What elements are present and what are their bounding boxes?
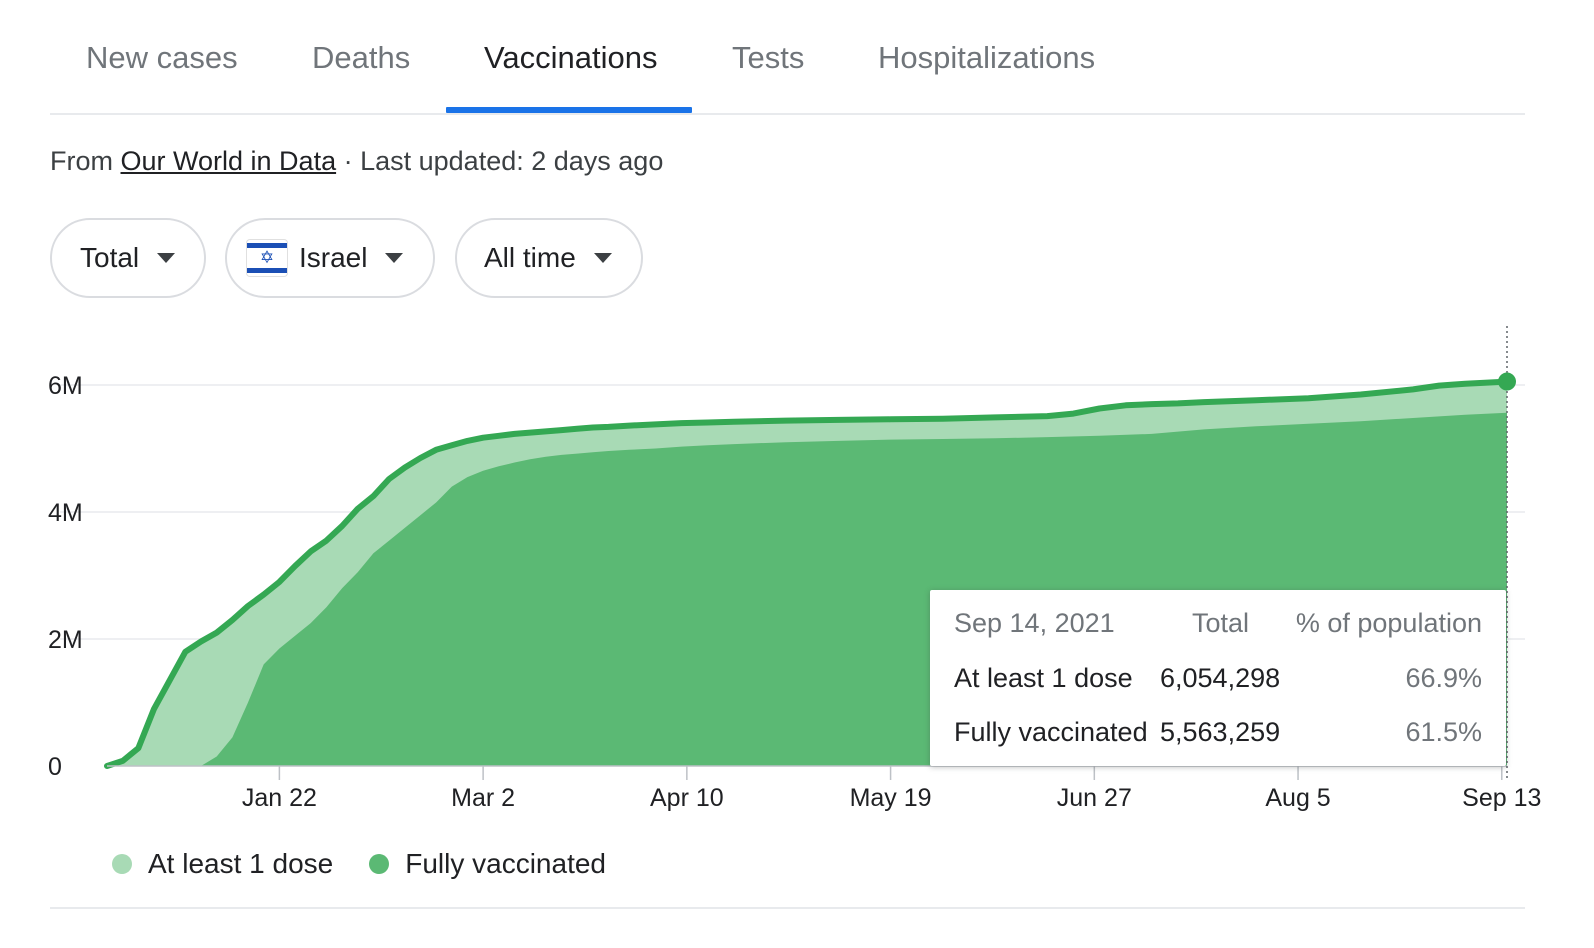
source-line: From Our World in Data · Last updated: 2… bbox=[50, 146, 663, 177]
source-prefix: From bbox=[50, 146, 113, 176]
last-updated: · Last updated: 2 days ago bbox=[343, 146, 664, 176]
bottom-divider bbox=[50, 907, 1525, 909]
x-tick-label: May 19 bbox=[850, 784, 932, 812]
chart-legend: At least 1 dose Fully vaccinated bbox=[112, 848, 642, 880]
y-tick-label: 0 bbox=[48, 753, 62, 781]
country-dropdown[interactable]: ✡ Israel bbox=[225, 218, 435, 298]
country-dropdown-label: Israel bbox=[299, 242, 368, 273]
tooltip-row-pct: 61.5% bbox=[1405, 717, 1482, 747]
y-tick-label: 6M bbox=[48, 372, 83, 400]
legend-label: Fully vaccinated bbox=[405, 848, 606, 879]
x-tick-label: Aug 5 bbox=[1265, 784, 1330, 812]
hover-point bbox=[1498, 372, 1516, 391]
tab-new-cases[interactable]: New cases bbox=[86, 40, 238, 75]
x-tick-label: Sep 13 bbox=[1462, 784, 1541, 812]
y-tick-label: 4M bbox=[48, 499, 83, 527]
legend-label: At least 1 dose bbox=[148, 848, 334, 879]
y-tick-label: 2M bbox=[48, 626, 83, 654]
x-tick-label: Apr 10 bbox=[650, 784, 724, 812]
tooltip-row-label: Fully vaccinated bbox=[954, 717, 1148, 747]
time-range-dropdown-label: All time bbox=[484, 242, 576, 273]
legend-swatch bbox=[369, 854, 390, 874]
tab-deaths[interactable]: Deaths bbox=[312, 40, 411, 75]
chevron-down-icon bbox=[593, 253, 612, 263]
x-tick-label: Jan 22 bbox=[242, 784, 317, 812]
time-range-dropdown[interactable]: All time bbox=[455, 218, 643, 298]
line-at-least-one-dose bbox=[104, 378, 1510, 769]
active-tab-indicator bbox=[446, 107, 692, 113]
tooltip-row-label: At least 1 dose bbox=[954, 663, 1133, 693]
tab-vaccinations[interactable]: Vaccinations bbox=[484, 40, 658, 75]
tab-tests[interactable]: Tests bbox=[732, 40, 805, 75]
x-tick-label: Jun 27 bbox=[1057, 784, 1132, 812]
tab-hospitalizations[interactable]: Hospitalizations bbox=[878, 40, 1096, 75]
metric-dropdown-label: Total bbox=[80, 242, 140, 273]
metric-dropdown[interactable]: Total bbox=[50, 218, 206, 298]
israel-flag-icon: ✡ bbox=[247, 240, 287, 276]
tooltip-row-total: 5,563,259 bbox=[1160, 717, 1281, 747]
chart-tooltip: Sep 14, 2021 Total % of population At le… bbox=[930, 590, 1506, 766]
source-link[interactable]: Our World in Data bbox=[120, 146, 337, 176]
tooltip-total-header: Total bbox=[1192, 608, 1250, 638]
chevron-down-icon bbox=[385, 253, 404, 263]
metric-tabs: New cases Deaths Vaccinations Tests Hosp… bbox=[50, 0, 1525, 115]
x-tick-label: Mar 2 bbox=[451, 784, 515, 812]
legend-item-at-least-one-dose[interactable]: At least 1 dose bbox=[112, 848, 333, 880]
tooltip-row-pct: 66.9% bbox=[1405, 663, 1482, 693]
tooltip-pct-header: % of population bbox=[1295, 608, 1482, 638]
tooltip-date: Sep 14, 2021 bbox=[954, 608, 1115, 638]
chevron-down-icon bbox=[157, 253, 176, 263]
tooltip-row-total: 6,054,298 bbox=[1160, 663, 1281, 693]
legend-item-fully-vaccinated[interactable]: Fully vaccinated bbox=[369, 848, 606, 880]
legend-swatch bbox=[112, 854, 132, 874]
